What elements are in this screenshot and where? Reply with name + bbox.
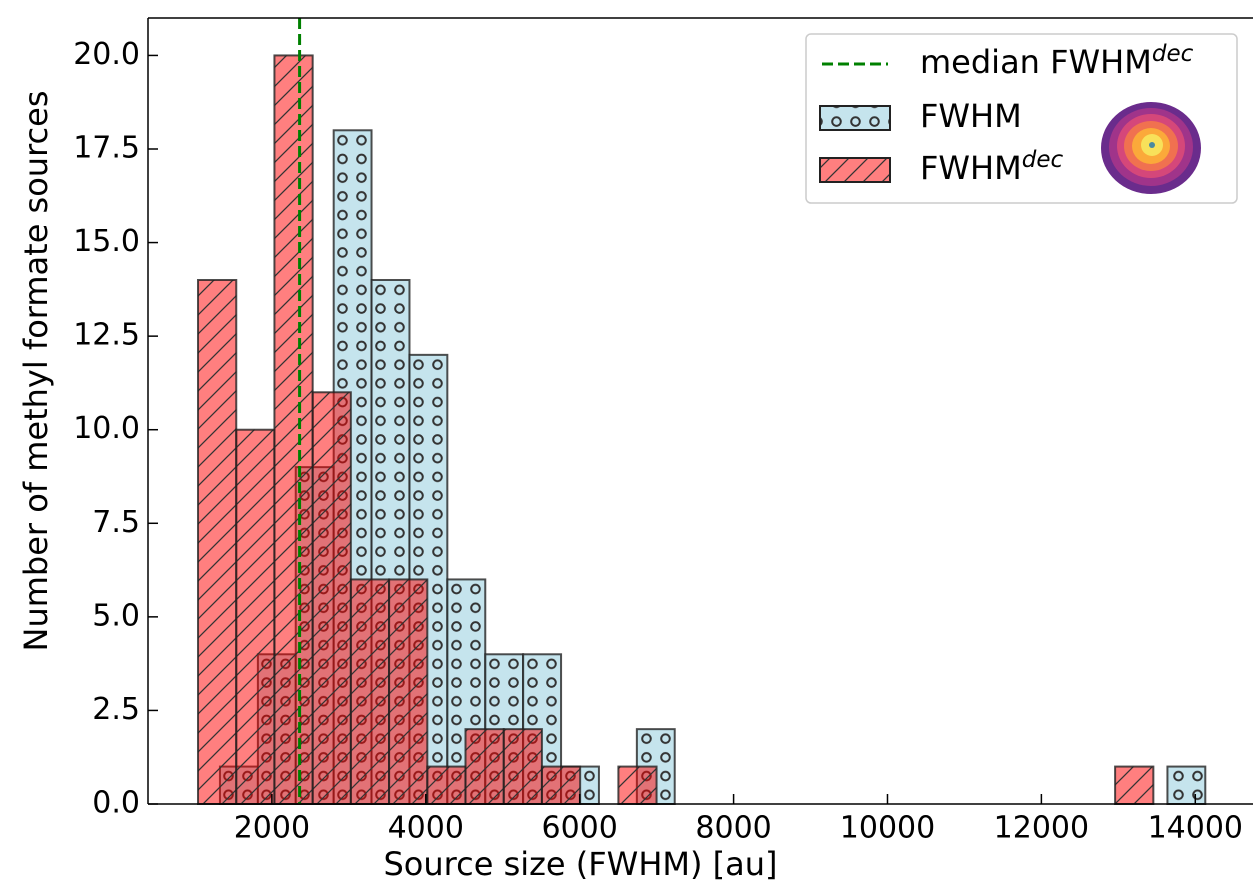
bar-hatch [617,765,658,805]
x-tick-label: 2000 [234,811,310,846]
legend-entry: FWHM [920,97,1022,135]
bar-group [617,765,658,805]
bar-hatch [426,765,467,805]
x-tick-label: 10000 [840,811,935,846]
bar-hatch [502,728,543,806]
x-tick-label: 14000 [1148,811,1243,846]
bar-group [388,578,429,806]
bar-group [273,54,314,805]
legend-entry: FWHMdec [920,147,1063,188]
x-axis-label: Source size (FWHM) [au] [383,845,777,883]
x-tick-label: 4000 [388,811,464,846]
bar-group [311,391,352,805]
histogram-series [197,54,1155,806]
legend-entry: median FWHMdec [920,41,1194,82]
y-tick-label: 0.0 [92,786,140,821]
bar-group [349,578,391,806]
y-tick-label: 20.0 [73,37,140,72]
plot-area [147,17,1253,806]
legend-text: median FWHM [920,43,1152,81]
bar-hatch [311,391,352,805]
bar-group [197,279,238,805]
bar-hatch [197,279,238,805]
bar-hatch [349,578,391,806]
y-tick-label: 2.5 [92,692,140,727]
bar-hatch [1114,765,1155,805]
bar-hatch [540,765,582,805]
bar-hatch [388,578,429,806]
x-tick-label: 12000 [994,811,1089,846]
x-tick-label: 6000 [542,811,618,846]
x-tick-label: 8000 [695,811,771,846]
bar-group [540,765,582,805]
y-axis-label: Number of methyl formate sources [17,91,55,652]
bar-hatch [273,54,314,805]
y-tick-label: 7.5 [92,505,140,540]
bar-group [502,728,543,806]
y-tick-label: 5.0 [92,598,140,633]
bar-group [1166,765,1207,805]
legend-swatch-hatch [819,105,891,131]
bar-hatch [464,728,505,806]
legend-text: FWHM [920,97,1022,135]
legend-superscript: dec [1022,147,1064,173]
legend-icon [1101,102,1201,194]
legend-swatch-hatch [819,157,891,183]
y-tick-label: 12.5 [73,318,140,353]
y-tick-label: 15.0 [73,224,140,259]
legend-superscript: dec [1152,41,1194,67]
bar-hatch [235,428,276,805]
bar-hatch [1166,765,1207,805]
bar-group [426,765,467,805]
legend-text: FWHM [920,149,1022,187]
bar-group [1114,765,1155,805]
y-tick-label: 17.5 [73,131,140,166]
bar-group [464,728,505,806]
y-tick-label: 10.0 [73,411,140,446]
bar-group [235,428,276,805]
